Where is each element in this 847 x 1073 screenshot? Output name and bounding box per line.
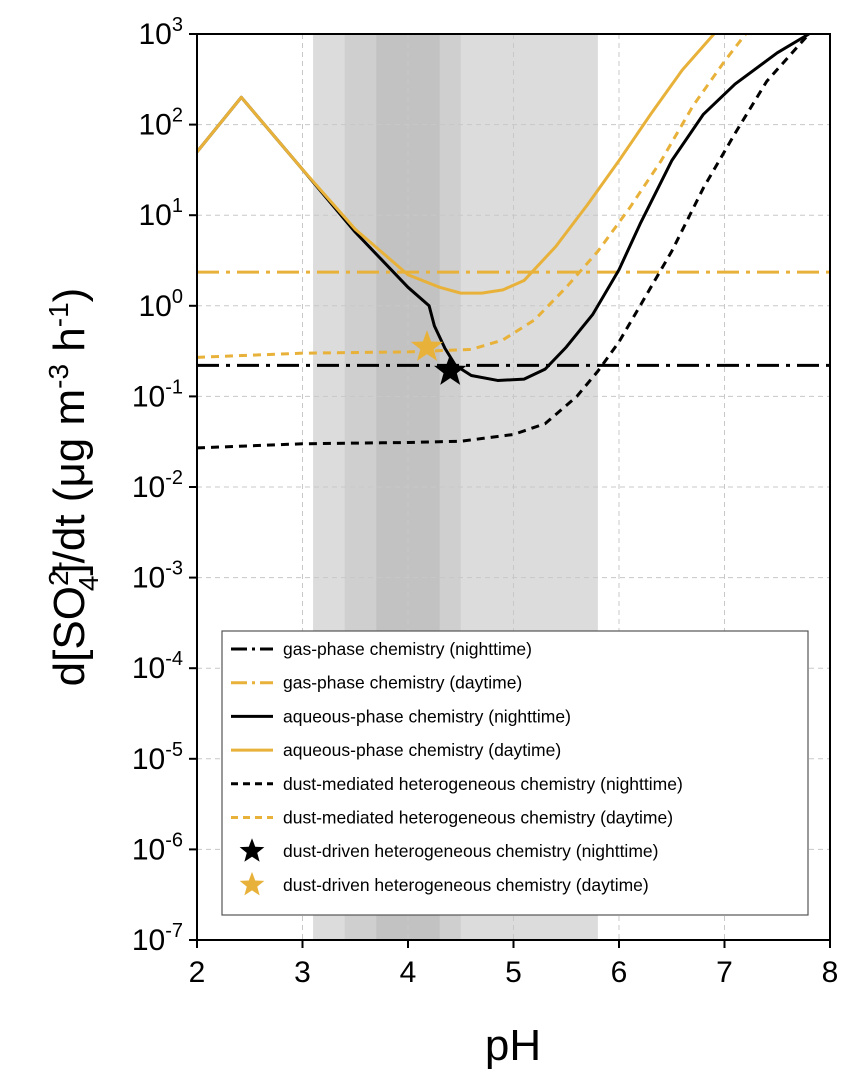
x-tick-label: 8 — [822, 956, 839, 989]
x-tick-label: 7 — [716, 956, 733, 989]
y-tick-label: 100 — [139, 286, 184, 323]
y-tick-label: 10-2 — [132, 467, 183, 504]
x-tick-label: 3 — [294, 956, 311, 989]
x-tick-label: 6 — [611, 956, 628, 989]
legend-label-3: aqueous-phase chemistry (daytime) — [283, 740, 561, 760]
y-title-subscript: 4 — [73, 576, 104, 592]
y-tick-label: 101 — [139, 195, 184, 232]
x-tick-label: 5 — [505, 956, 522, 989]
series-line-5 — [197, 34, 747, 359]
star-marker-6 — [434, 354, 467, 385]
y-tick-label: 10-5 — [132, 739, 183, 776]
legend-label-2: aqueous-phase chemistry (nighttime) — [283, 706, 571, 726]
y-title-exp2: -1 — [43, 302, 74, 327]
legend-label-7: dust-driven heterogeneous chemistry (day… — [283, 875, 649, 895]
y-title-mid2: h — [45, 327, 94, 364]
y-tick-label: 103 — [139, 14, 184, 51]
y-title-mid: ]/dt (μg m — [45, 389, 94, 576]
y-tick-label: 10-4 — [132, 648, 183, 685]
y-title-suffix: ) — [45, 288, 94, 303]
y-title-charge: 2- — [43, 561, 74, 586]
legend-star-6 — [239, 838, 265, 862]
legend-label-6: dust-driven heterogeneous chemistry (nig… — [283, 841, 658, 861]
series-line-4 — [197, 34, 811, 450]
x-tick-label: 2 — [189, 956, 206, 989]
legend-label-1: gas-phase chemistry (daytime) — [283, 673, 522, 693]
legend-label-4: dust-mediated heterogeneous chemistry (n… — [283, 774, 683, 794]
legend-label-5: dust-mediated heterogeneous chemistry (d… — [283, 808, 673, 828]
y-tick-label: 10-6 — [132, 829, 183, 866]
series-line-3 — [197, 34, 716, 295]
y-title-exp1: -3 — [43, 364, 74, 389]
series-line-2 — [197, 34, 810, 382]
legend: gas-phase chemistry (nighttime) gas-phase… — [221, 630, 809, 916]
y-axis-title: d[SO2-4]/dt (μg m-3 h-1) — [43, 288, 104, 687]
y-tick-label: 10-1 — [132, 376, 183, 413]
x-tick-label: 4 — [400, 956, 417, 989]
x-axis-ticks: 2 3 4 5 6 7 8 — [189, 940, 839, 989]
y-tick-label: 102 — [139, 105, 184, 142]
y-tick-label: 10-7 — [132, 920, 183, 957]
legend-star-7 — [239, 871, 265, 896]
star-markers — [410, 330, 467, 385]
series-lines — [197, 34, 830, 450]
legend-box — [221, 630, 809, 916]
y-tick-label: 10-3 — [132, 558, 183, 595]
y-axis-ticks: 10-7 10-6 10-5 10-4 10-3 10-2 10-1 100 101 102 103 — [132, 14, 197, 957]
y-title-prefix: d[SO — [45, 586, 94, 686]
legend-label-0: gas-phase chemistry (nighttime) — [283, 639, 532, 659]
star-marker-7 — [410, 330, 444, 361]
x-axis-title: pH — [485, 1021, 541, 1070]
